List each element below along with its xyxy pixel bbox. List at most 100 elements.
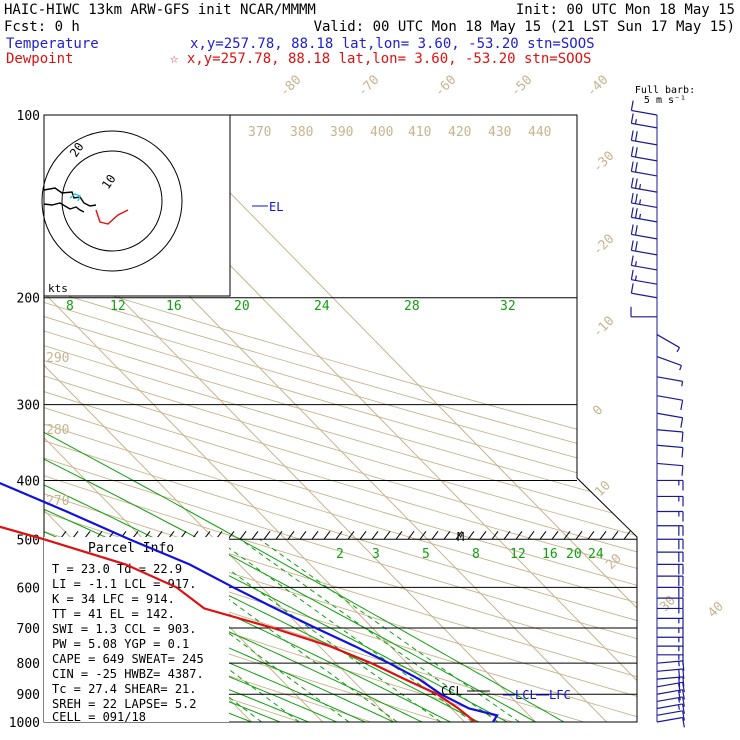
wind-barb	[656, 444, 684, 458]
mixing-ratio-tick-label: 3	[372, 547, 380, 562]
wind-barb	[630, 177, 658, 193]
hatch-tick	[515, 530, 523, 540]
wind-barb-flag	[634, 225, 638, 236]
wind-barb	[656, 689, 685, 701]
wind-barb-flag	[634, 147, 638, 158]
wind-barb	[657, 495, 684, 507]
wind-barb-flag	[679, 365, 682, 371]
wind-barb-flag	[677, 690, 681, 701]
hodograph-ring-20	[41, 130, 183, 272]
wind-barb-flag	[638, 184, 642, 190]
pressure-tick-label: 100	[17, 109, 40, 124]
init-time: Init: 00 UTC Mon 18 May 15	[516, 2, 735, 18]
el-level-label: EL	[269, 200, 283, 214]
wind-barb-flag	[682, 710, 685, 721]
hatch-tick	[371, 530, 379, 540]
pressure-tick-label: 400	[17, 474, 40, 489]
wind-barb-flag	[676, 347, 681, 353]
wind-barb	[656, 355, 682, 371]
wind-barb-staff	[631, 292, 658, 299]
wind-barb-flag	[682, 682, 685, 693]
wind-barb-staff	[631, 202, 658, 209]
mixing-ratio-tick-label: 24	[588, 547, 604, 562]
dry-adiabat-line	[44, 115, 637, 722]
wind-barb-flag	[630, 177, 634, 188]
wind-barb-staff	[656, 355, 682, 367]
wind-barb	[657, 538, 684, 550]
hodograph-trace-red	[95, 209, 129, 225]
wind-barb-flag	[630, 192, 634, 204]
wind-barb-flag	[634, 241, 638, 252]
theta-e-tick-label: 370	[248, 125, 271, 140]
hatch-tick	[323, 530, 331, 540]
wind-barb-flag	[630, 207, 634, 218]
mixing-ratio-tick-label: 8	[472, 547, 480, 562]
hatch-tick	[611, 530, 619, 540]
wind-barb	[656, 376, 684, 387]
pressure-tick-label: 800	[17, 657, 40, 672]
wind-barb-staff	[656, 689, 683, 695]
isotherm-line	[44, 115, 394, 722]
hatch-tick	[623, 530, 631, 540]
wind-barb-flag	[630, 283, 634, 294]
isotherm-tick-label: 40	[705, 599, 727, 621]
wind-barb	[630, 306, 657, 318]
parcel-row: PW = 5.08 YGP = 0.1	[52, 637, 189, 651]
hodograph-ring-10	[61, 150, 163, 252]
wind-barb	[656, 696, 685, 707]
moist-adiabat-line	[44, 297, 366, 722]
isotherm-tick-label: -40	[584, 73, 611, 100]
hatch-tick	[419, 530, 427, 540]
hatch-tick	[551, 530, 559, 540]
parcel-info-title: Parcel Info	[88, 541, 174, 556]
wind-barb	[657, 510, 684, 522]
wind-barb	[630, 269, 658, 285]
wind-barb-flag	[634, 162, 638, 173]
theta-e-tick-label: 400	[370, 125, 393, 140]
hatch-tick	[443, 530, 451, 540]
wind-barb-staff	[656, 462, 683, 467]
hatch-tick	[275, 530, 283, 540]
dry-adiabat-line	[44, 115, 637, 722]
isotherm-tick-label: 20	[603, 551, 625, 573]
wind-barb-flag	[681, 431, 684, 443]
isotherm-tick-label: -10	[590, 314, 617, 341]
hatch-tick	[311, 530, 319, 540]
wind-barb-flag	[630, 130, 634, 141]
wind-barb	[630, 255, 658, 271]
theta-e-tick-label: 440	[528, 125, 551, 140]
hatch-tick	[491, 530, 499, 540]
parcel-row: K = 34 LFC = 914.	[52, 592, 175, 606]
dewpoint-trace	[0, 525, 476, 723]
wind-barb	[630, 240, 658, 256]
moist-adiabat-tick-label: 16	[166, 299, 182, 314]
pressure-tick-label: 700	[17, 622, 40, 637]
pressure-tick-label: 300	[17, 399, 40, 414]
wind-barb	[630, 100, 658, 116]
wind-barb-flag	[634, 119, 637, 125]
hatch-tick	[383, 530, 391, 540]
wind-barbs-column	[630, 100, 685, 728]
isotherm-tick-label: 0	[590, 403, 606, 419]
wind-barb	[656, 660, 685, 671]
theta-e-tick-label: 380	[290, 125, 313, 140]
wind-barb-flag	[630, 224, 634, 235]
parcel-row: CIN = -25 HWBZ= 4387.	[52, 667, 204, 681]
wind-barb-flag	[630, 240, 634, 251]
wind-barb-flag	[682, 689, 685, 700]
wind-barb-flag	[630, 100, 634, 111]
wind-barb-flag	[630, 269, 634, 280]
wind-barb-flag	[682, 717, 685, 728]
wind-barb-staff	[631, 122, 658, 129]
wind-barb-staff	[656, 334, 680, 349]
mixing-ratio-line	[259, 538, 520, 722]
wind-barb-flag	[680, 417, 684, 428]
model-title: HAIC-HIWC 13km ARW-GFS init NCAR/MMMM	[4, 2, 316, 18]
wind-barb-flag	[638, 213, 642, 219]
dry-adiabat-line	[44, 115, 443, 722]
mixing-ratio-tick-label: 20	[566, 547, 582, 562]
hatch-tick	[575, 530, 583, 540]
wind-barb	[657, 597, 684, 609]
wind-barb	[630, 113, 658, 129]
wind-barb	[656, 681, 685, 693]
